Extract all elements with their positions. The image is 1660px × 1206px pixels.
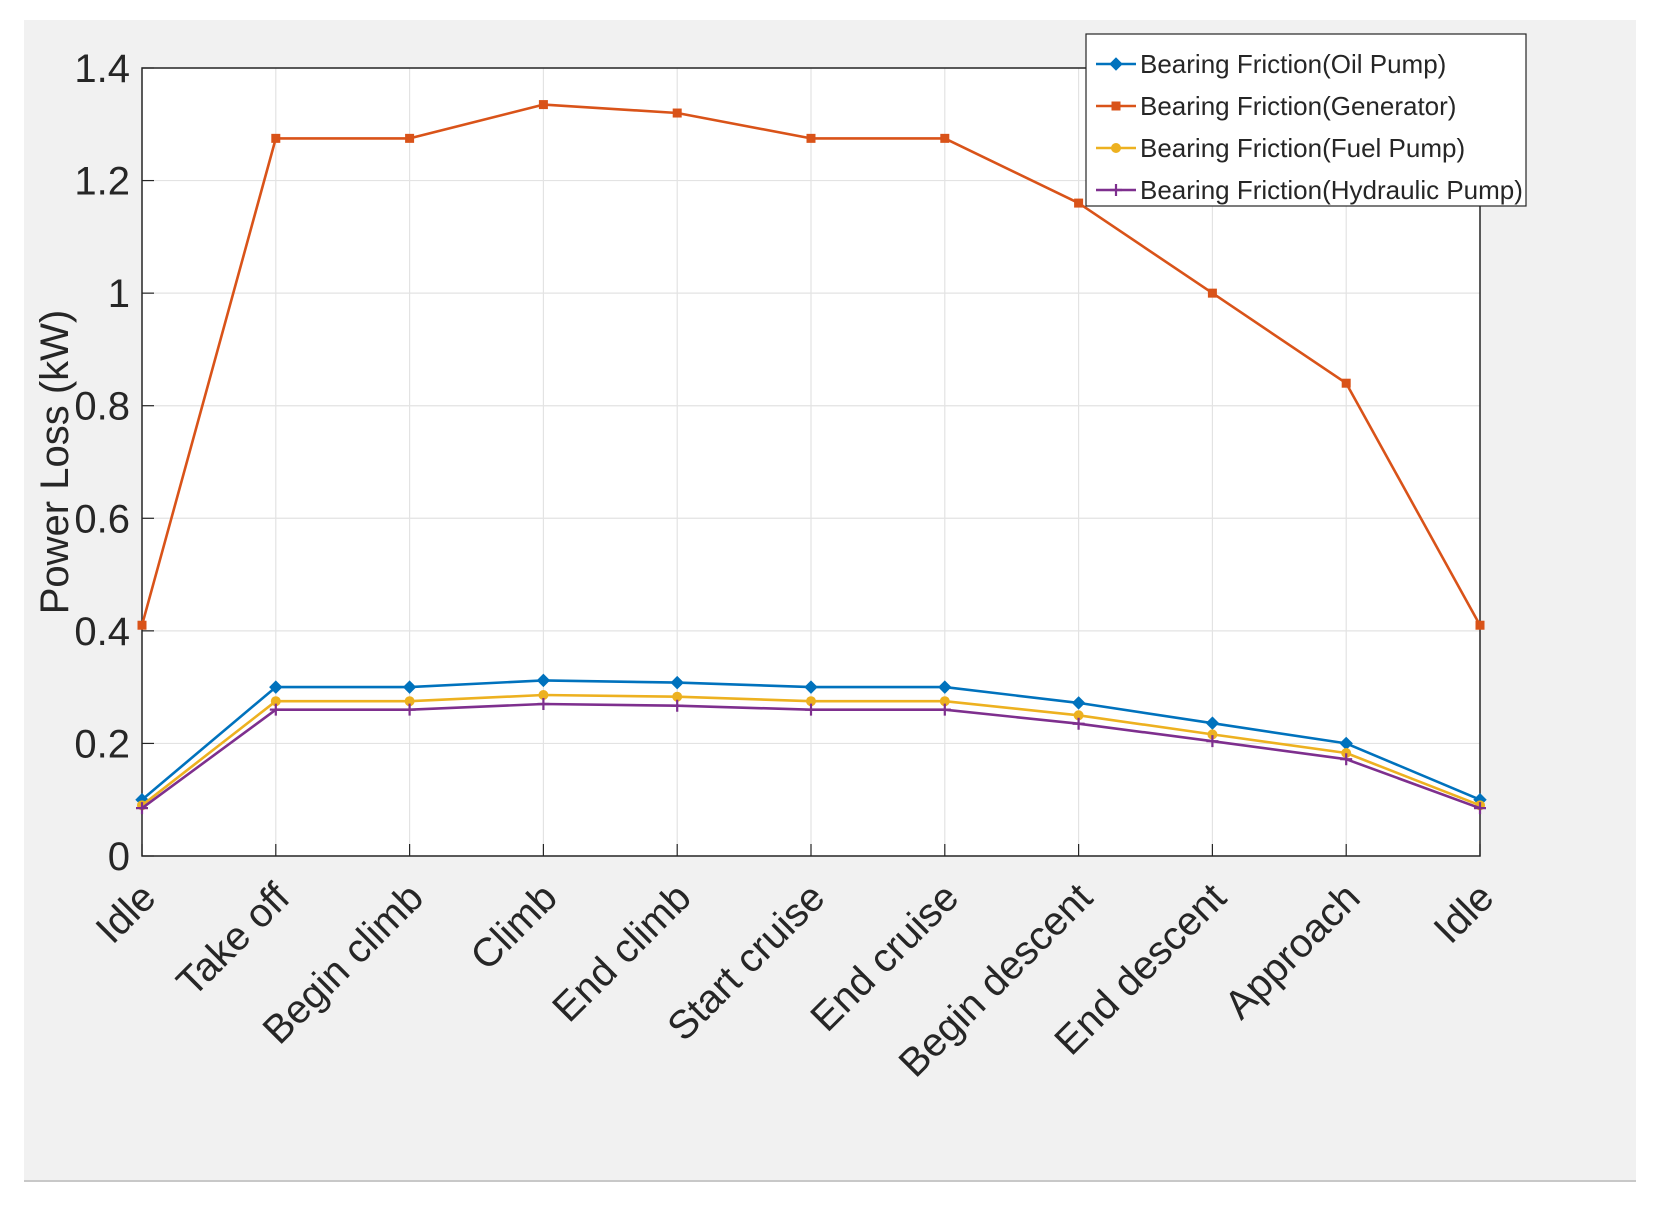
data-point [405, 133, 415, 143]
x-tick-label: Approach [1216, 875, 1368, 1027]
data-point [940, 133, 950, 143]
legend-swatch-marker [1111, 143, 1121, 153]
data-point [670, 675, 684, 690]
data-point [1205, 716, 1220, 730]
x-tick-label: Take off [169, 875, 299, 1005]
data-point [537, 698, 550, 711]
data-point [402, 680, 417, 694]
series-lines [135, 100, 1487, 815]
data-point [1475, 620, 1485, 630]
y-tick-label: 0.8 [74, 385, 130, 429]
data-point [538, 100, 548, 110]
data-point [806, 133, 816, 143]
x-tick-label: Idle [88, 875, 165, 952]
legend-label: Bearing Friction(Generator) [1140, 91, 1456, 121]
y-tick-label: 0.4 [74, 610, 130, 654]
y-tick-label: 0.6 [74, 497, 130, 541]
figure-background: 0 0.2 0.4 0.6 0.8 1 1.2 1.4 Idle Take off Begin c… [24, 20, 1636, 1182]
series-2 [137, 100, 1485, 630]
data-point [1072, 717, 1085, 730]
y-tick-label: 1.2 [74, 160, 130, 204]
legend-entry-2: Bearing Friction(Generator) [1096, 91, 1456, 121]
legend-label: Bearing Friction(Oil Pump) [1140, 49, 1446, 79]
data-point [1071, 696, 1086, 710]
data-point [1074, 198, 1084, 208]
legend-swatch-marker [1111, 101, 1121, 111]
data-point [536, 673, 551, 688]
data-point [136, 802, 148, 815]
legend-entry-1: Bearing Friction(Oil Pump) [1096, 49, 1446, 79]
data-point [1341, 378, 1351, 388]
y-axis-ticks: 0 0.2 0.4 0.6 0.8 1 1.2 1.4 [74, 47, 154, 879]
data-point [805, 703, 817, 716]
y-tick-label: 1.4 [74, 47, 130, 91]
legend-label: Bearing Friction(Fuel Pump) [1140, 133, 1465, 163]
legend-entry-4: Bearing Friction(Hydraulic Pump) [1096, 175, 1523, 205]
data-point [938, 703, 951, 716]
data-point [1474, 802, 1486, 815]
data-point [671, 699, 684, 712]
data-point [269, 680, 283, 694]
y-axis-title: Power Loss (kW) [33, 310, 77, 615]
data-point [1207, 288, 1217, 298]
data-point [804, 680, 818, 694]
data-point [672, 108, 682, 118]
legend-box [1085, 33, 1527, 207]
data-point [269, 703, 282, 716]
data-point [1340, 753, 1353, 766]
y-tick-label: 1 [108, 272, 130, 316]
data-point [403, 703, 416, 716]
x-tick-label: Idle [1426, 875, 1503, 952]
data-point [271, 133, 281, 143]
legend-label: Bearing Friction(Hydraulic Pump) [1140, 175, 1523, 205]
legend: Bearing Friction(Oil Pump) Bearing Fricti… [1085, 33, 1527, 207]
y-tick-label: 0 [108, 835, 130, 879]
x-tick-label: Climb [462, 875, 565, 978]
legend-swatch-marker [1110, 184, 1122, 196]
series-4 [136, 698, 1486, 815]
legend-swatch-marker [1109, 57, 1123, 71]
data-point [938, 680, 952, 694]
legend-entry-3: Bearing Friction(Fuel Pump) [1096, 133, 1465, 163]
data-point [137, 620, 147, 630]
data-point [1206, 735, 1219, 748]
y-tick-label: 0.2 [74, 722, 130, 766]
